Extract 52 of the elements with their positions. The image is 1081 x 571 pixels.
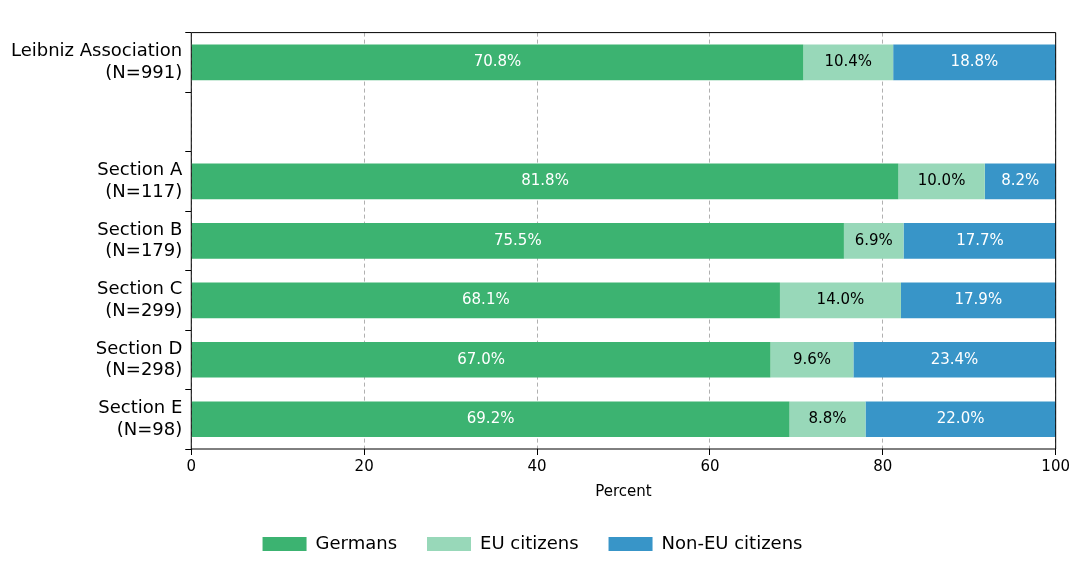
x-tick-label: 60 <box>700 456 720 475</box>
data-label: 70.8% <box>473 52 522 71</box>
bar <box>770 341 854 378</box>
bar <box>853 341 1056 378</box>
bar <box>191 341 771 378</box>
data-label: 22.0% <box>936 409 985 428</box>
y-tick-label: Section A (N=117) <box>97 158 183 201</box>
data-label: 23.4% <box>930 349 979 368</box>
data-label: 6.9% <box>854 230 893 249</box>
bar <box>191 222 844 259</box>
bar <box>803 44 894 81</box>
x-tick-label: 80 <box>873 456 893 475</box>
bar <box>191 44 804 81</box>
bar <box>984 163 1056 200</box>
data-label: 81.8% <box>521 171 569 190</box>
bar <box>789 401 866 438</box>
legend-label: EU citizens <box>480 531 579 553</box>
y-tick-label: Section E (N=98) <box>98 396 183 439</box>
data-label: 18.8% <box>950 52 999 71</box>
data-label: 68.1% <box>462 290 510 309</box>
y-tick-label: Section B (N=179) <box>97 217 183 261</box>
data-label: 9.6% <box>792 349 831 368</box>
bar <box>903 222 1056 259</box>
data-label: 14.0% <box>816 290 865 309</box>
bar <box>191 282 780 319</box>
data-label: 10.4% <box>824 52 873 71</box>
x-tick-label: 0 <box>186 456 197 475</box>
y-tick-label: Section D (N=298) <box>95 336 183 380</box>
x-tick-label: 40 <box>527 456 547 475</box>
bar <box>898 163 985 200</box>
data-label: 10.0% <box>917 171 966 190</box>
bar <box>191 401 790 438</box>
legend-label: Germans <box>315 531 398 553</box>
data-label: 8.2% <box>1001 171 1040 190</box>
data-label: 69.2% <box>466 409 515 428</box>
legend-label: Non-EU citizens <box>661 531 803 553</box>
data-label: 67.0% <box>457 349 505 368</box>
bar <box>865 401 1056 438</box>
bar <box>843 222 904 259</box>
bar <box>191 163 899 200</box>
data-label: 75.5% <box>494 230 542 249</box>
x-tick-label: 100 <box>1041 456 1071 475</box>
data-label: 17.7% <box>956 230 1004 249</box>
data-label: 8.8% <box>808 409 847 428</box>
x-tick-label: 20 <box>354 456 374 475</box>
bar <box>779 282 901 319</box>
data-label: 17.9% <box>954 290 1003 309</box>
y-tick-label: Section C (N=299) <box>97 277 183 320</box>
bar <box>893 44 1056 81</box>
x-axis-title: Percent <box>595 481 652 500</box>
y-tick-label: Leibniz Association (N=991) <box>11 39 183 82</box>
bar <box>900 282 1056 319</box>
